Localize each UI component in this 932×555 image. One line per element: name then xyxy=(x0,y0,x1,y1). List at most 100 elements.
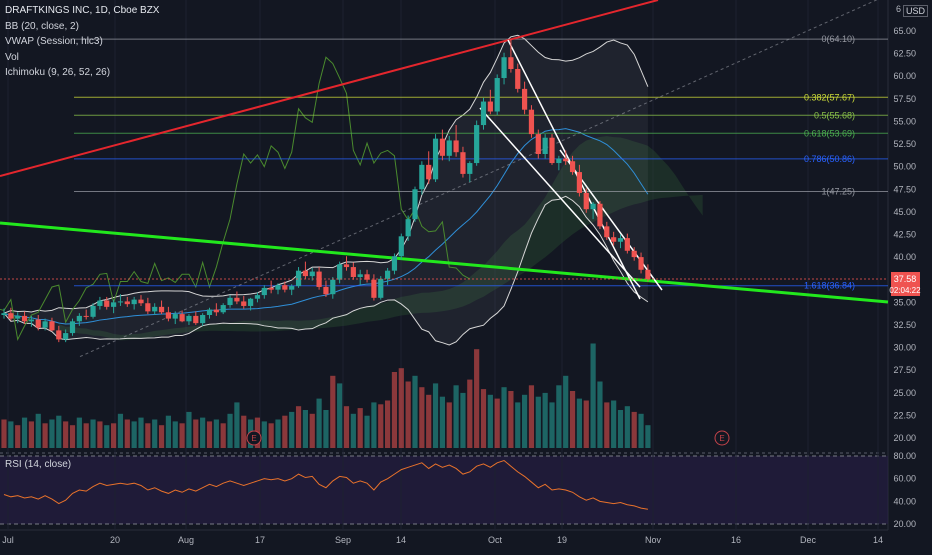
candle-body[interactable] xyxy=(289,286,295,290)
candle-body[interactable] xyxy=(419,164,425,190)
candle-body[interactable] xyxy=(76,315,82,322)
candle-body[interactable] xyxy=(604,226,610,238)
candle-body[interactable] xyxy=(213,309,219,313)
red-trend-line[interactable] xyxy=(0,0,659,177)
candle-body[interactable] xyxy=(309,271,315,277)
candle-body[interactable] xyxy=(549,137,555,164)
candle-body[interactable] xyxy=(302,270,308,277)
candle-body[interactable] xyxy=(350,267,356,278)
green-trend-line[interactable] xyxy=(0,221,889,304)
candle-body[interactable] xyxy=(371,279,377,298)
candle-body[interactable] xyxy=(138,299,144,304)
candle-body[interactable] xyxy=(378,278,384,298)
candle-body[interactable] xyxy=(535,134,541,155)
candle-body[interactable] xyxy=(364,274,370,280)
candle-body[interactable] xyxy=(124,301,130,305)
candle-body[interactable] xyxy=(206,309,213,315)
earnings-icon[interactable] xyxy=(714,430,730,446)
candle-body[interactable] xyxy=(474,125,480,164)
candle-body[interactable] xyxy=(104,300,110,307)
candle-body[interactable] xyxy=(391,256,398,271)
candle-body[interactable] xyxy=(8,313,14,319)
wedge-lower-line[interactable] xyxy=(479,107,641,288)
candle-body[interactable] xyxy=(446,140,452,156)
candle-body[interactable] xyxy=(152,306,158,312)
candle-body[interactable] xyxy=(398,236,404,257)
candle-body[interactable] xyxy=(412,189,418,220)
currency-label[interactable]: USD xyxy=(902,5,928,17)
candle-body[interactable] xyxy=(343,264,350,268)
candle-body[interactable] xyxy=(282,285,288,290)
candle-body[interactable] xyxy=(528,109,535,135)
bb-legend-item[interactable]: BB (20, close, 2) xyxy=(5,20,79,32)
candle-body[interactable] xyxy=(439,138,445,156)
candle-body[interactable] xyxy=(275,285,281,290)
candle-body[interactable] xyxy=(316,271,322,287)
candle-body[interactable] xyxy=(268,287,274,290)
candle-body[interactable] xyxy=(56,330,62,340)
symbol-title[interactable]: DRAFTKINGS INC, 1D, Cboe BZX xyxy=(5,5,160,16)
candle-body[interactable] xyxy=(172,314,178,319)
candle-body[interactable] xyxy=(515,68,521,89)
candle-body[interactable] xyxy=(261,287,267,296)
candle-body[interactable] xyxy=(337,264,343,280)
candle-body[interactable] xyxy=(645,269,651,279)
candle-body[interactable] xyxy=(638,257,644,270)
candle-body[interactable] xyxy=(597,203,603,227)
candle-body[interactable] xyxy=(83,315,89,317)
candle-body[interactable] xyxy=(165,312,171,319)
candle-body[interactable] xyxy=(241,301,247,306)
candle-body[interactable] xyxy=(542,137,548,155)
candle-body[interactable] xyxy=(624,238,630,251)
candle-body[interactable] xyxy=(90,305,96,317)
candle-body[interactable] xyxy=(1,313,7,315)
candle-body[interactable] xyxy=(467,163,473,174)
candle-body[interactable] xyxy=(63,333,69,340)
candle-body[interactable] xyxy=(487,101,493,112)
candle-body[interactable] xyxy=(227,297,233,306)
ichimoku-legend-item[interactable]: Ichimoku (9, 26, 52, 26) xyxy=(5,67,111,78)
candle-body[interactable] xyxy=(631,250,637,258)
candle-body[interactable] xyxy=(69,321,76,334)
candle-body[interactable] xyxy=(158,306,165,313)
candle-body[interactable] xyxy=(508,57,514,69)
candle-body[interactable] xyxy=(97,300,103,306)
candle-body[interactable] xyxy=(220,305,226,313)
candle-body[interactable] xyxy=(131,299,137,305)
candle-body[interactable] xyxy=(556,158,562,164)
candle-body[interactable] xyxy=(501,57,507,79)
candle-body[interactable] xyxy=(522,88,528,110)
candle-body[interactable] xyxy=(15,315,21,319)
candle-body[interactable] xyxy=(590,203,596,210)
candle-body[interactable] xyxy=(357,274,363,278)
candle-body[interactable] xyxy=(569,161,576,173)
candle-body[interactable] xyxy=(432,138,439,180)
candle-body[interactable] xyxy=(200,314,206,324)
earnings-icon[interactable] xyxy=(246,430,262,446)
candle-body[interactable] xyxy=(405,219,411,237)
candle-body[interactable] xyxy=(323,286,329,295)
candle-body[interactable] xyxy=(480,101,487,126)
candle-body[interactable] xyxy=(111,302,117,307)
candle-body[interactable] xyxy=(42,321,48,328)
candle-body[interactable] xyxy=(426,164,432,180)
vwap-legend-item[interactable]: VWAP (Session, hlc3) xyxy=(5,36,103,47)
candle-body[interactable] xyxy=(494,78,500,112)
candle-body[interactable] xyxy=(611,237,617,242)
candle-body[interactable] xyxy=(35,319,41,328)
candle-body[interactable] xyxy=(254,295,261,299)
candle-body[interactable] xyxy=(49,321,55,331)
candle-body[interactable] xyxy=(117,301,124,303)
candle-body[interactable] xyxy=(193,315,199,324)
candle-body[interactable] xyxy=(453,140,459,153)
candle-body[interactable] xyxy=(295,270,302,287)
candle-body[interactable] xyxy=(330,279,336,295)
candle-body[interactable] xyxy=(563,158,569,162)
candle-body[interactable] xyxy=(179,314,185,322)
candle-body[interactable] xyxy=(576,172,582,193)
rsi-legend-item[interactable]: RSI (14, close) xyxy=(5,459,72,470)
candle-body[interactable] xyxy=(583,192,589,210)
candle-body[interactable] xyxy=(385,270,391,279)
candle-body[interactable] xyxy=(28,319,34,322)
